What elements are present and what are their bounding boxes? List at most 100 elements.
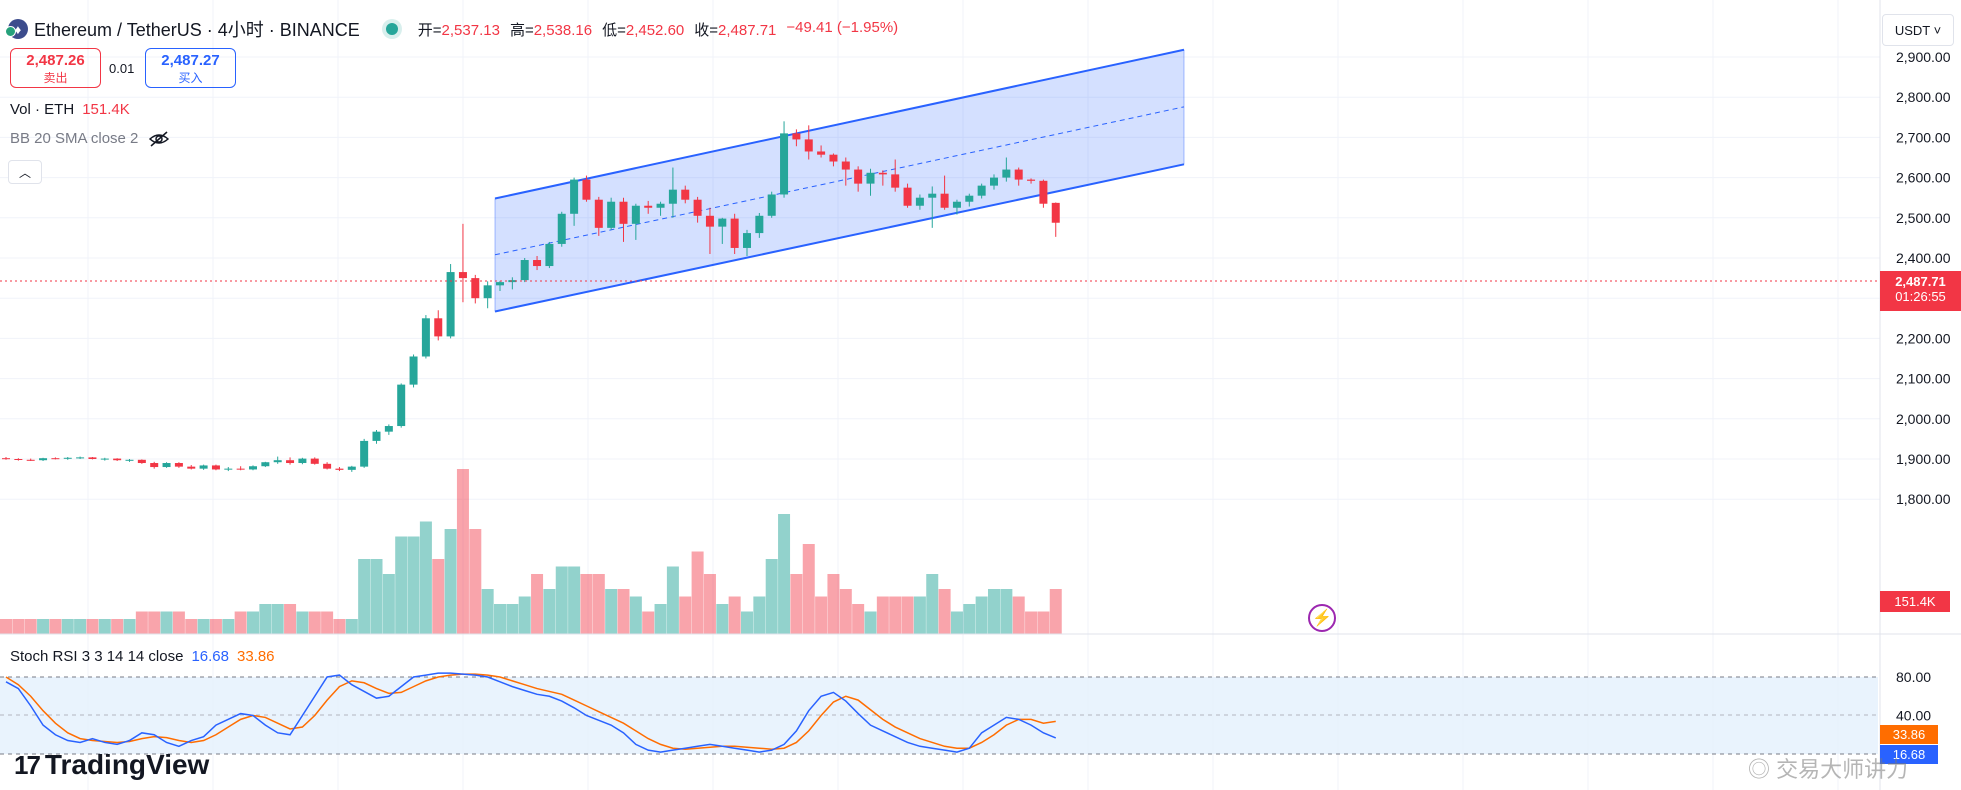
volume-legend[interactable]: Vol · ETH 151.4K bbox=[10, 101, 130, 118]
volume-tag: 151.4K bbox=[1880, 591, 1950, 612]
volume-bar bbox=[901, 596, 914, 634]
candle-body bbox=[990, 177, 998, 186]
candle-body bbox=[656, 203, 665, 208]
volume-bar bbox=[37, 619, 50, 634]
candle-body bbox=[891, 174, 900, 188]
candle-body bbox=[273, 460, 282, 463]
volume-bar bbox=[988, 589, 1000, 634]
volume-bar bbox=[975, 596, 988, 634]
volume-bar bbox=[345, 619, 358, 634]
volume-bar bbox=[358, 559, 371, 634]
symbol-legend[interactable]: ♦ Ethereum / TetherUS · 4小时 · BINANCE 开=… bbox=[5, 16, 898, 42]
candle-body bbox=[360, 440, 369, 467]
candle-body bbox=[1027, 179, 1036, 181]
candle-body bbox=[286, 460, 295, 464]
low-label: 低= bbox=[602, 21, 626, 39]
volume-bar bbox=[382, 574, 395, 634]
volume-bar bbox=[605, 589, 618, 634]
volume-bar bbox=[185, 619, 198, 634]
ohlc-values: 开=2,537.13 高=2,538.16 低=2,452.60 收=2,487… bbox=[418, 19, 898, 40]
volume-bar bbox=[49, 619, 62, 634]
volume-bar bbox=[123, 619, 136, 634]
candle-body bbox=[570, 179, 579, 214]
volume-bar bbox=[679, 596, 692, 634]
candle-body bbox=[150, 463, 159, 468]
volume-bar bbox=[456, 469, 469, 634]
sell-price: 2,487.26 bbox=[26, 52, 85, 69]
volume-bar bbox=[308, 611, 321, 634]
volume-bar bbox=[802, 544, 815, 634]
candle-body bbox=[174, 463, 183, 467]
volume-bar bbox=[852, 604, 865, 634]
volume-bar bbox=[284, 604, 297, 634]
volume-bar bbox=[61, 619, 74, 634]
volume-bar bbox=[839, 589, 852, 634]
stoch-rsi-lines bbox=[5, 672, 1057, 753]
candle-body bbox=[100, 458, 109, 460]
volume-bar bbox=[753, 596, 766, 634]
candle-body bbox=[705, 215, 714, 227]
collapse-legend-button[interactable]: ︿ bbox=[8, 160, 42, 184]
candle-body bbox=[952, 201, 961, 208]
tradingview-logo[interactable]: 17 TradingView bbox=[14, 749, 209, 781]
volume-bar bbox=[1000, 589, 1013, 634]
volume-bar bbox=[703, 574, 716, 634]
stoch-k-value: 16.68 bbox=[191, 648, 229, 665]
market-status-icon[interactable] bbox=[385, 23, 398, 35]
volume-bar bbox=[98, 619, 111, 634]
candle-body bbox=[298, 458, 307, 464]
candle-body bbox=[619, 201, 628, 224]
candle-body bbox=[187, 466, 196, 469]
candle-body bbox=[421, 318, 430, 357]
volume-bar bbox=[321, 611, 334, 634]
volume-bar bbox=[24, 619, 37, 634]
candle-body bbox=[88, 457, 97, 459]
volume-bar bbox=[654, 604, 667, 634]
current-price-tag: 2,487.71 01:26:55 bbox=[1880, 271, 1961, 311]
price-tick-label: 2,800.00 bbox=[1896, 89, 1951, 105]
buy-button[interactable]: 2,487.27 买入 bbox=[145, 48, 236, 88]
volume-bar bbox=[259, 604, 272, 634]
candle-body bbox=[2, 458, 10, 460]
bollinger-legend[interactable]: BB 20 SMA close 2 bbox=[10, 130, 170, 147]
candle-body bbox=[804, 139, 813, 152]
candle-body bbox=[631, 205, 640, 224]
eye-hidden-icon[interactable] bbox=[148, 130, 170, 147]
lightning-icon[interactable]: ⚡ bbox=[1308, 604, 1336, 632]
sell-button[interactable]: 2,487.26 卖出 bbox=[10, 48, 101, 88]
candle-body bbox=[718, 218, 727, 227]
chevron-up-icon: ︿ bbox=[18, 165, 31, 180]
stoch-rsi-legend[interactable]: Stoch RSI 3 3 14 14 close 16.68 33.86 bbox=[10, 648, 275, 665]
volume-bar bbox=[160, 611, 173, 634]
candle-body bbox=[496, 282, 504, 286]
volume-bar bbox=[876, 596, 889, 634]
candle-body bbox=[878, 172, 887, 175]
candle-body bbox=[743, 233, 751, 248]
tradingview-logo-text: TradingView bbox=[44, 749, 210, 780]
volume-bar bbox=[950, 611, 963, 634]
channel-mid-line bbox=[494, 106, 1185, 256]
candle-body bbox=[780, 133, 789, 195]
volume-bar bbox=[494, 604, 506, 634]
volume-bar bbox=[889, 596, 902, 634]
volume-bar bbox=[568, 566, 581, 634]
candle-body bbox=[137, 459, 146, 464]
volume-bar bbox=[864, 611, 877, 634]
candle-body bbox=[866, 172, 875, 184]
candle-body bbox=[668, 189, 677, 204]
candle-body bbox=[113, 458, 122, 461]
candlesticks bbox=[2, 121, 1060, 472]
candle-body bbox=[915, 197, 924, 206]
ethereum-logo-icon: ♦ bbox=[5, 19, 28, 39]
candle-body bbox=[1051, 202, 1060, 223]
candle-body bbox=[39, 458, 48, 461]
volume-bar bbox=[247, 611, 259, 634]
candle-body bbox=[26, 459, 35, 461]
spread-value: 0.01 bbox=[109, 61, 135, 76]
stoch-k-line bbox=[5, 672, 1057, 753]
currency-selector[interactable]: USDT ˅ bbox=[1882, 14, 1954, 46]
volume-bar bbox=[506, 604, 519, 634]
parallel-channel bbox=[494, 48, 1185, 313]
stoch-d-value: 33.86 bbox=[236, 648, 275, 665]
